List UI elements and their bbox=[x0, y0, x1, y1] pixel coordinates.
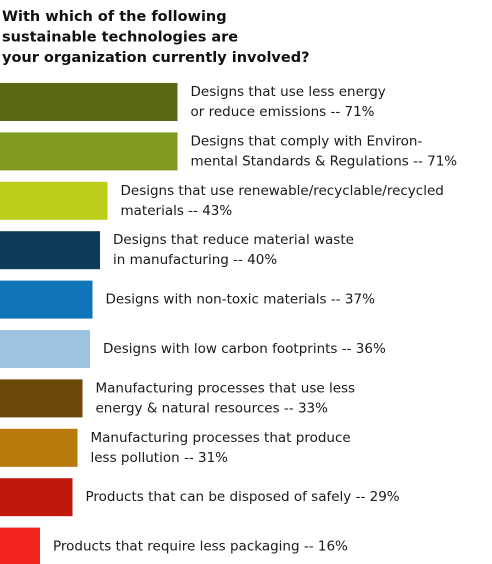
bar bbox=[0, 132, 178, 171]
bar-label: Designs with non-toxic materials -- 37% bbox=[106, 292, 376, 308]
bar-label: Manufacturing processes that produce bbox=[91, 430, 351, 446]
bar-label: Designs with low carbon footprints -- 36… bbox=[103, 341, 386, 357]
bar bbox=[0, 83, 178, 121]
bar-label: mental Standards & Regulations -- 71% bbox=[191, 153, 458, 169]
chart-title: With which of the following bbox=[2, 9, 227, 25]
bar-label: Designs that reduce material waste bbox=[113, 232, 354, 248]
bar-label: materials -- 43% bbox=[121, 203, 233, 219]
chart-title: your organization currently involved? bbox=[2, 50, 310, 66]
bar-label: Products that can be disposed of safely … bbox=[86, 489, 400, 505]
bar bbox=[0, 181, 108, 220]
bar-label: Products that require less packaging -- … bbox=[53, 539, 348, 555]
bar-label: Designs that comply with Environ- bbox=[191, 133, 423, 149]
bar bbox=[0, 379, 83, 418]
bar bbox=[0, 478, 73, 517]
bar-label: in manufacturing -- 40% bbox=[113, 252, 277, 268]
bar-label: less pollution -- 31% bbox=[91, 450, 229, 466]
bar bbox=[0, 428, 78, 467]
bar bbox=[0, 527, 40, 564]
bar-label: Designs that use renewable/recyclable/re… bbox=[121, 183, 444, 199]
bar bbox=[0, 330, 90, 368]
bar-label: or reduce emissions -- 71% bbox=[191, 104, 375, 120]
bar bbox=[0, 280, 93, 319]
bar-label: Designs that use less energy bbox=[191, 84, 386, 100]
bar-label: Manufacturing processes that use less bbox=[96, 380, 356, 396]
chart-title: sustainable technologies are bbox=[2, 30, 238, 46]
bar-label: energy & natural resources -- 33% bbox=[96, 400, 329, 416]
bar bbox=[0, 231, 100, 270]
